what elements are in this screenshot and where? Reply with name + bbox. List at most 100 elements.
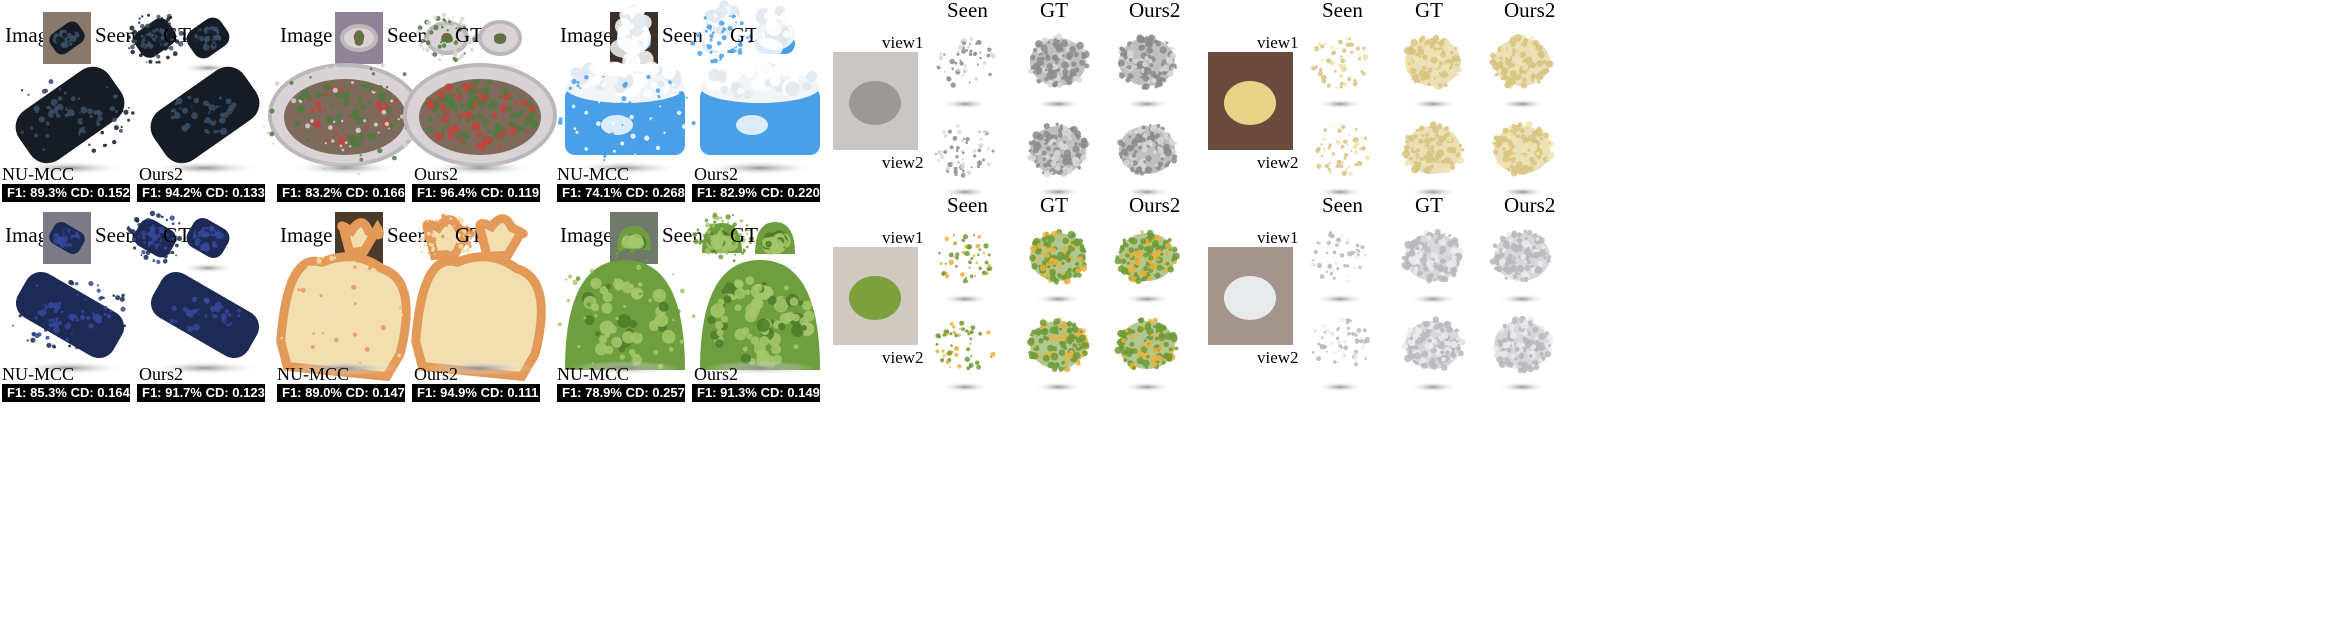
point	[954, 346, 960, 352]
point	[584, 110, 589, 115]
point	[1442, 276, 1449, 283]
point	[557, 120, 563, 125]
point	[1127, 129, 1132, 134]
point	[423, 244, 427, 248]
point	[197, 43, 204, 50]
point	[160, 215, 164, 219]
point	[1043, 50, 1049, 55]
point	[1043, 170, 1051, 178]
point	[60, 37, 65, 43]
ground-shadow	[1034, 382, 1082, 392]
point	[1339, 253, 1345, 258]
point	[606, 346, 609, 349]
point	[1413, 345, 1419, 350]
point	[1124, 329, 1129, 333]
point	[1438, 65, 1441, 69]
point	[691, 121, 696, 126]
point	[1422, 321, 1426, 325]
point	[1060, 165, 1064, 169]
point	[172, 51, 178, 57]
point	[1147, 233, 1155, 240]
point	[93, 110, 98, 114]
point	[602, 75, 605, 78]
point	[1433, 278, 1437, 282]
point	[779, 11, 795, 27]
point	[1514, 279, 1518, 282]
point	[144, 220, 149, 226]
point	[127, 47, 131, 50]
point	[287, 97, 290, 100]
method-b-label: Ours2	[139, 364, 183, 384]
point	[609, 132, 615, 138]
point	[751, 297, 764, 310]
point-speckle	[1492, 315, 1554, 374]
point	[1047, 344, 1054, 352]
point	[1048, 334, 1055, 341]
point	[207, 96, 211, 100]
point	[1364, 155, 1371, 161]
point	[426, 116, 433, 123]
point	[947, 350, 953, 356]
point	[156, 36, 159, 39]
point	[60, 285, 66, 291]
point	[457, 57, 462, 61]
point	[964, 356, 971, 362]
point	[725, 214, 731, 220]
point	[1422, 65, 1427, 71]
point	[133, 246, 137, 250]
point	[457, 247, 461, 251]
point	[123, 109, 129, 115]
point	[1060, 342, 1067, 349]
point	[1051, 366, 1058, 372]
point	[76, 293, 79, 297]
point	[1062, 68, 1069, 75]
point	[201, 226, 206, 231]
point	[80, 106, 88, 114]
point	[1333, 69, 1337, 73]
point	[1143, 83, 1150, 90]
ground-shadow	[1409, 99, 1457, 109]
point	[140, 23, 145, 29]
point	[1434, 43, 1440, 48]
ground-shadow	[290, 361, 400, 375]
point	[1055, 33, 1063, 40]
point	[1174, 346, 1179, 351]
point	[1350, 50, 1354, 54]
metric-bar-a	[557, 184, 685, 202]
point	[137, 226, 143, 232]
point	[802, 81, 812, 91]
point	[1422, 146, 1428, 152]
point	[1502, 67, 1509, 74]
point	[1433, 34, 1439, 41]
point	[974, 76, 979, 81]
point	[70, 96, 76, 102]
point	[1121, 269, 1126, 274]
point	[394, 99, 399, 104]
point	[1535, 72, 1544, 81]
point	[325, 138, 330, 143]
point	[156, 247, 162, 253]
point	[48, 79, 54, 85]
point	[1171, 148, 1175, 152]
metric-text-a: F1: 83.2% CD: 0.166	[282, 185, 405, 200]
point	[1402, 150, 1410, 158]
point	[1527, 148, 1531, 152]
point	[1335, 336, 1340, 340]
point	[471, 122, 481, 131]
point	[1130, 237, 1138, 245]
point	[704, 248, 711, 254]
point	[197, 308, 203, 314]
point	[34, 124, 38, 127]
point	[520, 99, 528, 107]
point	[1045, 146, 1051, 152]
point	[1074, 142, 1078, 146]
point	[667, 108, 671, 112]
point	[115, 295, 121, 301]
point	[64, 120, 72, 127]
point	[1165, 261, 1170, 266]
point	[1532, 233, 1538, 239]
point	[1423, 266, 1429, 272]
point	[1049, 268, 1056, 276]
point	[1509, 238, 1514, 243]
